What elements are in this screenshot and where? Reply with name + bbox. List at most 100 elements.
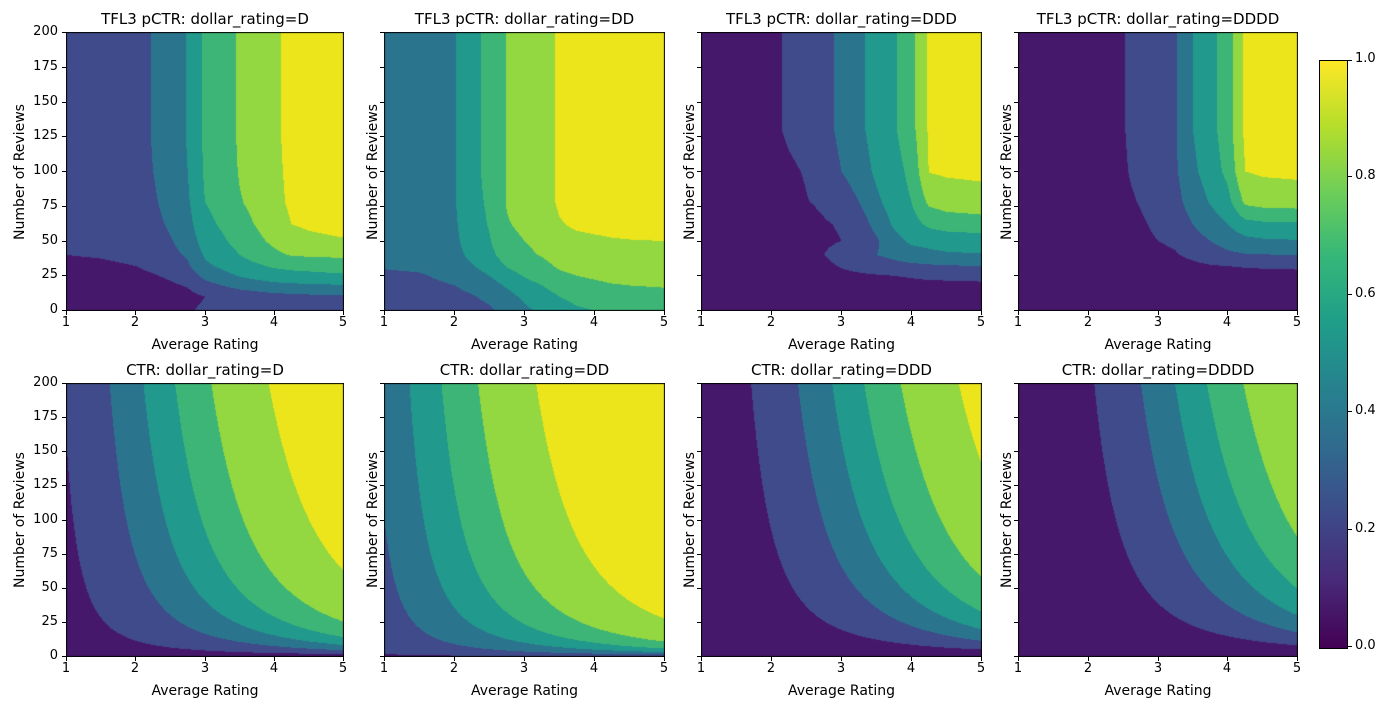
y-tick-label: 175 xyxy=(33,409,58,424)
x-tick-label: 5 xyxy=(338,315,348,330)
y-tick-label: 75 xyxy=(41,198,58,213)
x-tick-label: 2 xyxy=(1083,315,1093,330)
x-tick-label: 1 xyxy=(1013,661,1023,676)
y-tick-mark xyxy=(62,67,66,68)
y-tick-mark xyxy=(1014,622,1018,623)
y-tick-mark xyxy=(62,520,66,521)
y-tick-mark xyxy=(697,656,701,657)
plot-title: CTR: dollar_rating=D xyxy=(126,361,284,379)
y-tick-label: 100 xyxy=(33,512,58,527)
y-tick-mark xyxy=(1014,67,1018,68)
x-tick-label: 5 xyxy=(976,661,986,676)
x-tick-mark xyxy=(524,657,525,661)
y-tick-mark xyxy=(697,622,701,623)
x-tick-mark xyxy=(911,657,912,661)
y-tick-mark xyxy=(1014,383,1018,384)
y-tick-mark xyxy=(380,656,384,657)
y-tick-mark xyxy=(380,241,384,242)
x-tick-label: 2 xyxy=(449,315,459,330)
x-tick-mark xyxy=(841,311,842,315)
x-tick-label: 4 xyxy=(906,661,916,676)
x-tick-mark xyxy=(664,311,665,315)
y-tick-mark xyxy=(1014,206,1018,207)
contour-plot xyxy=(66,383,344,657)
x-tick-label: 1 xyxy=(379,661,389,676)
y-tick-label: 125 xyxy=(33,128,58,143)
y-tick-label: 150 xyxy=(33,94,58,109)
x-tick-label: 3 xyxy=(836,661,846,676)
y-tick-label: 200 xyxy=(33,24,58,39)
y-tick-mark xyxy=(380,451,384,452)
contour-plot xyxy=(701,32,982,311)
x-axis-label: Average Rating xyxy=(151,683,259,699)
plot-title: TFL3 pCTR: dollar_rating=DDD xyxy=(726,10,957,28)
colorbar-tick-mark xyxy=(1348,176,1352,177)
x-axis-label: Average Rating xyxy=(470,337,579,353)
y-tick-mark xyxy=(62,275,66,276)
x-tick-mark xyxy=(135,657,136,661)
x-tick-mark xyxy=(384,311,385,315)
x-tick-label: 4 xyxy=(269,315,279,330)
y-tick-mark xyxy=(697,171,701,172)
colorbar-tick-label: 0.8 xyxy=(1355,168,1376,183)
y-tick-label: 0 xyxy=(49,302,58,317)
x-tick-mark xyxy=(274,311,275,315)
y-tick-mark xyxy=(697,241,701,242)
plot-title: TFL3 pCTR: dollar_rating=D xyxy=(101,10,309,28)
contour-plot xyxy=(384,32,665,311)
y-tick-mark xyxy=(697,32,701,33)
x-tick-label: 2 xyxy=(766,661,776,676)
y-tick-mark xyxy=(380,554,384,555)
x-tick-mark xyxy=(701,657,702,661)
x-tick-label: 3 xyxy=(1153,661,1163,676)
y-tick-mark xyxy=(62,451,66,452)
y-tick-mark xyxy=(697,383,701,384)
x-tick-mark xyxy=(384,657,385,661)
y-tick-mark xyxy=(1014,520,1018,521)
x-tick-label: 1 xyxy=(696,315,706,330)
y-tick-mark xyxy=(697,451,701,452)
x-tick-mark xyxy=(594,657,595,661)
colorbar-tick-label: 0.6 xyxy=(1355,286,1376,301)
x-tick-label: 5 xyxy=(659,661,669,676)
plot-title: TFL3 pCTR: dollar_rating=DDDD xyxy=(1036,10,1280,28)
y-tick-mark xyxy=(62,417,66,418)
x-tick-label: 5 xyxy=(659,315,669,330)
x-tick-label: 3 xyxy=(519,315,529,330)
y-tick-mark xyxy=(380,67,384,68)
contour-plot xyxy=(1018,32,1298,311)
y-tick-mark xyxy=(380,136,384,137)
x-tick-label: 3 xyxy=(519,661,529,676)
y-tick-mark xyxy=(1014,656,1018,657)
x-tick-mark xyxy=(771,657,772,661)
x-tick-label: 2 xyxy=(130,661,140,676)
x-tick-mark xyxy=(1018,311,1019,315)
y-tick-label: 200 xyxy=(33,375,58,390)
y-tick-label: 25 xyxy=(41,267,58,282)
x-tick-mark xyxy=(1297,311,1298,315)
colorbar-tick-mark xyxy=(1348,60,1352,61)
x-tick-mark xyxy=(664,657,665,661)
colorbar xyxy=(1319,60,1348,649)
x-tick-label: 3 xyxy=(1153,315,1163,330)
y-tick-mark xyxy=(380,32,384,33)
y-tick-mark xyxy=(62,588,66,589)
y-tick-label: 150 xyxy=(33,443,58,458)
y-tick-mark xyxy=(697,102,701,103)
y-tick-mark xyxy=(62,171,66,172)
x-tick-mark xyxy=(274,657,275,661)
x-tick-label: 4 xyxy=(589,315,599,330)
y-tick-label: 50 xyxy=(41,580,58,595)
x-tick-mark xyxy=(1088,311,1089,315)
x-tick-mark xyxy=(1158,311,1159,315)
y-tick-mark xyxy=(697,206,701,207)
y-tick-mark xyxy=(697,554,701,555)
y-tick-mark xyxy=(1014,310,1018,311)
x-tick-label: 2 xyxy=(1083,661,1093,676)
y-tick-mark xyxy=(1014,171,1018,172)
x-axis-label: Average Rating xyxy=(470,683,579,699)
y-axis-label: Number of Reviews xyxy=(365,452,381,588)
y-tick-mark xyxy=(380,383,384,384)
y-tick-mark xyxy=(1014,485,1018,486)
